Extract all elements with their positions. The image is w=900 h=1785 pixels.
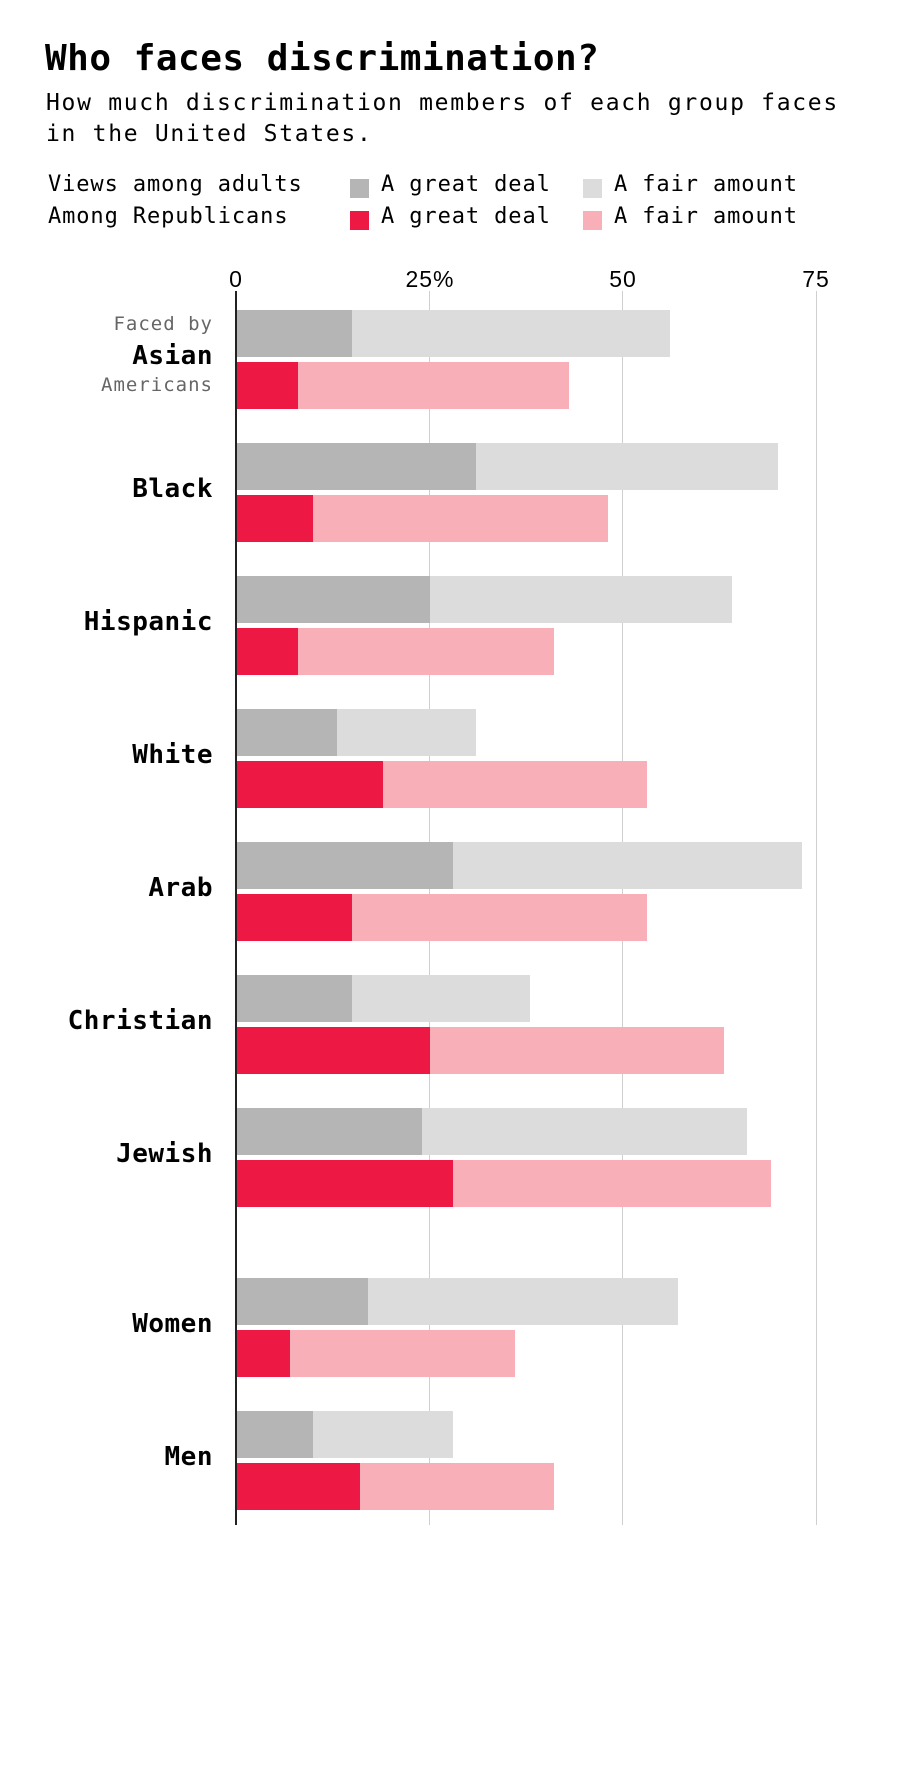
segment-fair-amount bbox=[383, 761, 647, 808]
segment-fair-amount bbox=[313, 1411, 453, 1458]
legend-swatch-adults-great bbox=[350, 179, 369, 198]
segment-fair-amount bbox=[290, 1330, 515, 1377]
bar-republicans-arab bbox=[236, 894, 647, 941]
bar-republicans-men bbox=[236, 1463, 554, 1510]
segment-fair-amount bbox=[421, 1108, 748, 1155]
x-tick-label: 0 bbox=[229, 266, 243, 292]
segment-great-deal bbox=[236, 1027, 430, 1074]
x-tick-label: 50 bbox=[609, 266, 637, 292]
row-label-asian: Asian bbox=[132, 341, 213, 371]
bar-adults-christian bbox=[236, 975, 531, 1022]
bar-adults-black bbox=[236, 443, 779, 490]
bar-adults-hispanic bbox=[236, 576, 732, 623]
legend-text: A great deal bbox=[381, 172, 551, 197]
segment-fair-amount bbox=[297, 628, 554, 675]
bar-republicans-women bbox=[236, 1330, 515, 1377]
legend-label-adults: Views among adults bbox=[48, 172, 303, 197]
bar-republicans-christian bbox=[236, 1027, 725, 1074]
row-label-prefix: Faced by bbox=[113, 313, 213, 335]
bar-adults-white bbox=[236, 709, 477, 756]
segment-great-deal bbox=[236, 894, 353, 941]
segment-fair-amount bbox=[476, 443, 779, 490]
row-label-jewish: Jewish bbox=[116, 1139, 213, 1169]
segment-great-deal bbox=[236, 310, 353, 357]
bar-adults-asian bbox=[236, 310, 670, 357]
legend-swatch-adults-fair bbox=[583, 179, 602, 198]
row-label-christian: Christian bbox=[67, 1006, 213, 1036]
segment-great-deal bbox=[236, 842, 453, 889]
x-tick-label: 25% bbox=[405, 266, 455, 292]
bar-adults-women bbox=[236, 1278, 678, 1325]
legend-label-republicans: Among Republicans bbox=[48, 204, 289, 229]
row-label-men: Men bbox=[164, 1442, 213, 1472]
chart-subtitle: How much discrimination members of each … bbox=[46, 90, 839, 147]
x-tick-label: 75 bbox=[802, 266, 830, 292]
row-label-hispanic: Hispanic bbox=[83, 607, 213, 637]
chart-title: Who faces discrimination? bbox=[45, 38, 600, 79]
bar-republicans-jewish bbox=[236, 1160, 771, 1207]
legend-text: A fair amount bbox=[614, 172, 798, 197]
segment-fair-amount bbox=[352, 310, 670, 357]
bar-republicans-hispanic bbox=[236, 628, 554, 675]
segment-great-deal bbox=[236, 362, 298, 409]
row-label-arab: Arab bbox=[148, 873, 213, 903]
segment-fair-amount bbox=[452, 842, 802, 889]
segment-fair-amount bbox=[313, 495, 608, 542]
segment-fair-amount bbox=[429, 576, 732, 623]
segment-great-deal bbox=[236, 709, 337, 756]
segment-great-deal bbox=[236, 443, 477, 490]
row-label-black: Black bbox=[132, 474, 213, 504]
segment-great-deal bbox=[236, 1411, 314, 1458]
bar-republicans-white bbox=[236, 761, 647, 808]
segment-great-deal bbox=[236, 761, 384, 808]
segment-great-deal bbox=[236, 1330, 291, 1377]
segment-great-deal bbox=[236, 628, 298, 675]
segment-great-deal bbox=[236, 576, 430, 623]
segment-great-deal bbox=[236, 1160, 453, 1207]
bar-republicans-asian bbox=[236, 362, 570, 409]
row-label-women: Women bbox=[132, 1309, 213, 1339]
gridline-75 bbox=[816, 291, 817, 1525]
bar-adults-jewish bbox=[236, 1108, 748, 1155]
segment-fair-amount bbox=[352, 975, 531, 1022]
segment-great-deal bbox=[236, 1463, 360, 1510]
bar-republicans-black bbox=[236, 495, 608, 542]
zero-axis-line bbox=[235, 291, 237, 1525]
segment-great-deal bbox=[236, 1108, 422, 1155]
segment-great-deal bbox=[236, 1278, 368, 1325]
row-label-white: White bbox=[132, 740, 213, 770]
segment-fair-amount bbox=[452, 1160, 771, 1207]
bar-adults-men bbox=[236, 1411, 453, 1458]
row-label-suffix: Americans bbox=[101, 374, 213, 396]
legend-text: A fair amount bbox=[614, 204, 798, 229]
legend-text: A great deal bbox=[381, 204, 551, 229]
segment-fair-amount bbox=[359, 1463, 554, 1510]
segment-fair-amount bbox=[297, 362, 570, 409]
segment-great-deal bbox=[236, 495, 314, 542]
segment-great-deal bbox=[236, 975, 353, 1022]
segment-fair-amount bbox=[336, 709, 477, 756]
segment-fair-amount bbox=[352, 894, 647, 941]
legend-swatch-rep-great bbox=[350, 211, 369, 230]
legend-swatch-rep-fair bbox=[583, 211, 602, 230]
segment-fair-amount bbox=[429, 1027, 725, 1074]
bar-adults-arab bbox=[236, 842, 802, 889]
segment-fair-amount bbox=[367, 1278, 678, 1325]
